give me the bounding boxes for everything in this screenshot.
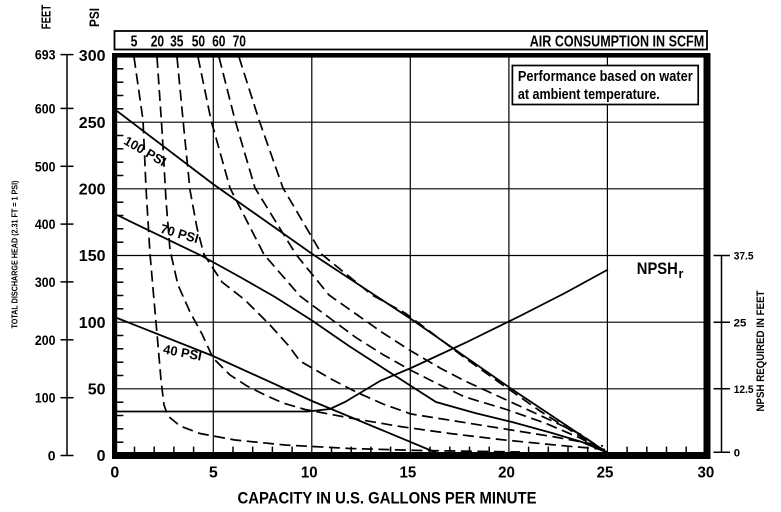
svg-text:NPSH REQUIRED IN FEET: NPSH REQUIRED IN FEET: [755, 290, 767, 411]
svg-text:0: 0: [734, 447, 740, 459]
svg-text:200: 200: [35, 332, 56, 348]
svg-text:200: 200: [79, 182, 106, 199]
svg-text:25: 25: [597, 465, 614, 482]
svg-text:20: 20: [151, 33, 164, 50]
svg-text:0: 0: [48, 448, 56, 464]
svg-text:37.5: 37.5: [734, 251, 754, 263]
svg-text:300: 300: [35, 274, 56, 290]
svg-text:100: 100: [35, 390, 56, 406]
svg-text:CAPACITY IN U.S. GALLONS PER M: CAPACITY IN U.S. GALLONS PER MINUTE: [238, 489, 537, 508]
svg-text:0: 0: [97, 448, 106, 465]
svg-text:Performance based on water: Performance based on water: [518, 68, 693, 85]
svg-text:35: 35: [170, 33, 183, 50]
svg-text:300: 300: [79, 48, 106, 65]
svg-text:60: 60: [212, 33, 225, 50]
svg-text:15: 15: [400, 465, 417, 482]
svg-text:70: 70: [233, 33, 246, 50]
svg-text:at ambient temperature.: at ambient temperature.: [518, 86, 660, 103]
svg-text:AIR CONSUMPTION IN SCFM: AIR CONSUMPTION IN SCFM: [530, 33, 705, 50]
svg-text:50: 50: [192, 33, 205, 50]
svg-text:250: 250: [79, 115, 106, 132]
svg-text:100: 100: [79, 315, 106, 332]
svg-text:12.5: 12.5: [734, 384, 754, 396]
svg-text:PSI: PSI: [86, 8, 102, 27]
svg-text:150: 150: [79, 248, 106, 265]
svg-text:50: 50: [88, 382, 106, 399]
svg-text:NPSH: NPSH: [637, 259, 678, 278]
svg-text:5: 5: [131, 33, 138, 50]
svg-text:20: 20: [498, 465, 515, 482]
svg-text:30: 30: [698, 465, 715, 482]
svg-text:25: 25: [734, 317, 747, 329]
svg-text:TOTAL DISCHARGE HEAD (2.31 FT: TOTAL DISCHARGE HEAD (2.31 FT = 1 PSI): [10, 180, 20, 328]
svg-text:10: 10: [301, 465, 318, 482]
svg-text:FEET: FEET: [39, 5, 54, 30]
svg-text:600: 600: [35, 100, 56, 116]
svg-text:500: 500: [35, 158, 56, 174]
svg-text:40 PSI: 40 PSI: [162, 341, 203, 363]
svg-text:693: 693: [35, 47, 56, 63]
svg-text:400: 400: [35, 216, 56, 232]
svg-text:0: 0: [110, 465, 119, 482]
svg-text:5: 5: [209, 465, 218, 482]
svg-text:r: r: [679, 267, 684, 281]
